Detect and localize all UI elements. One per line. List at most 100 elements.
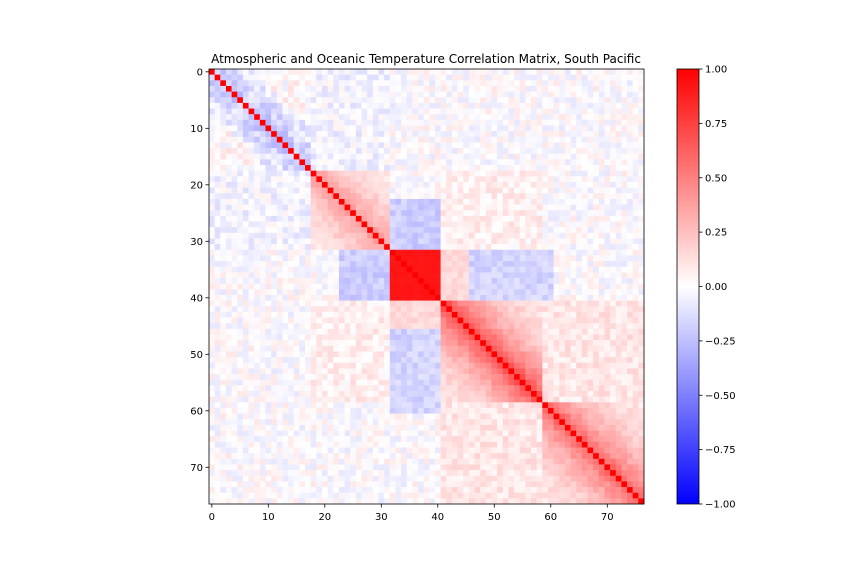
- heatmap-cell: [598, 153, 605, 160]
- heatmap-cell: [361, 266, 368, 273]
- heatmap-cell: [378, 142, 385, 149]
- heatmap-cell: [350, 278, 357, 284]
- heatmap-cell: [553, 278, 560, 284]
- heatmap-cell: [355, 272, 362, 279]
- heatmap-cell: [361, 385, 368, 392]
- heatmap-cell: [615, 283, 622, 290]
- heatmap-cell: [429, 227, 436, 234]
- heatmap-cell: [333, 261, 340, 268]
- heatmap-cell: [519, 351, 526, 358]
- heatmap-cell: [485, 198, 492, 205]
- heatmap-cell: [214, 289, 221, 296]
- heatmap-cell: [220, 69, 227, 75]
- heatmap-cell: [598, 80, 605, 87]
- heatmap-cell: [570, 187, 577, 194]
- heatmap-cell: [531, 402, 537, 409]
- heatmap-cell: [615, 221, 622, 228]
- heatmap-cell: [254, 136, 261, 143]
- heatmap-cell: [497, 261, 504, 268]
- heatmap-cell: [389, 402, 396, 409]
- heatmap-cell: [604, 119, 611, 126]
- heatmap-cell: [508, 407, 515, 414]
- heatmap-cell: [310, 91, 317, 98]
- heatmap-cell: [514, 170, 521, 177]
- heatmap-cell: [361, 419, 368, 426]
- heatmap-cell: [276, 187, 283, 194]
- heatmap-cell: [338, 385, 345, 392]
- heatmap-cell: [237, 102, 244, 109]
- heatmap-cell: [474, 323, 481, 330]
- heatmap-cell: [225, 328, 232, 335]
- heatmap-cell: [209, 198, 215, 205]
- heatmap-cell: [254, 249, 261, 256]
- heatmap-cell: [434, 272, 441, 279]
- heatmap-cell: [367, 357, 374, 364]
- heatmap-cell: [547, 221, 554, 228]
- heatmap-cell: [395, 69, 402, 75]
- heatmap-cell: [581, 374, 588, 381]
- heatmap-cell: [242, 159, 249, 166]
- heatmap-cell: [429, 119, 436, 126]
- heatmap-cell: [457, 266, 464, 273]
- heatmap-cell: [593, 227, 600, 234]
- heatmap-cell: [638, 85, 645, 92]
- heatmap-cell: [389, 125, 396, 132]
- heatmap-cell: [547, 170, 554, 177]
- heatmap-cell: [395, 379, 402, 386]
- heatmap-cell: [514, 374, 521, 381]
- heatmap-cell: [536, 125, 543, 132]
- heatmap-cell: [502, 374, 509, 381]
- heatmap-cell: [581, 289, 588, 296]
- heatmap-cell: [242, 198, 249, 205]
- heatmap-cell: [254, 351, 261, 358]
- heatmap-cell: [621, 306, 628, 313]
- heatmap-cell: [531, 278, 537, 284]
- heatmap-cell: [474, 328, 481, 335]
- heatmap-cell: [299, 402, 306, 409]
- heatmap-cell: [576, 272, 583, 279]
- heatmap-cell: [344, 419, 351, 426]
- heatmap-cell: [418, 300, 424, 307]
- heatmap-cell: [576, 249, 583, 256]
- heatmap-cell: [220, 227, 227, 234]
- heatmap-cell: [632, 374, 639, 381]
- heatmap-cell: [553, 170, 560, 177]
- heatmap-cell: [384, 424, 391, 431]
- heatmap-cell: [288, 176, 295, 183]
- heatmap-cell: [372, 278, 379, 284]
- heatmap-cell: [593, 407, 600, 414]
- heatmap-cell: [457, 193, 464, 200]
- heatmap-cell: [293, 232, 300, 239]
- heatmap-cell: [519, 374, 526, 381]
- heatmap-cell: [485, 424, 492, 431]
- heatmap-cell: [395, 340, 402, 347]
- heatmap-cell: [231, 379, 238, 386]
- heatmap-cell: [514, 317, 521, 324]
- heatmap-cell: [497, 430, 504, 437]
- heatmap-cell: [593, 283, 600, 290]
- heatmap-cell: [621, 368, 628, 375]
- heatmap-cell: [502, 91, 509, 98]
- heatmap-cell: [536, 238, 543, 245]
- heatmap-cell: [389, 340, 396, 347]
- heatmap-cell: [288, 80, 295, 87]
- heatmap-cell: [559, 232, 566, 239]
- heatmap-cell: [531, 255, 537, 262]
- heatmap-cell: [621, 131, 628, 138]
- heatmap-cell: [559, 413, 566, 420]
- heatmap-cell: [237, 187, 244, 194]
- heatmap-cell: [480, 419, 487, 426]
- heatmap-cell: [288, 323, 295, 330]
- heatmap-cell: [372, 215, 379, 222]
- heatmap-cell: [525, 159, 532, 166]
- heatmap-cell: [406, 351, 413, 358]
- heatmap-cell: [542, 165, 549, 171]
- heatmap-cell: [338, 114, 345, 121]
- heatmap-cell: [316, 278, 323, 284]
- heatmap-cell: [401, 368, 408, 375]
- heatmap-cell: [378, 385, 385, 392]
- heatmap-cell: [316, 108, 323, 115]
- heatmap-cell: [480, 351, 487, 358]
- heatmap-cell: [570, 238, 577, 245]
- heatmap-cell: [355, 97, 362, 104]
